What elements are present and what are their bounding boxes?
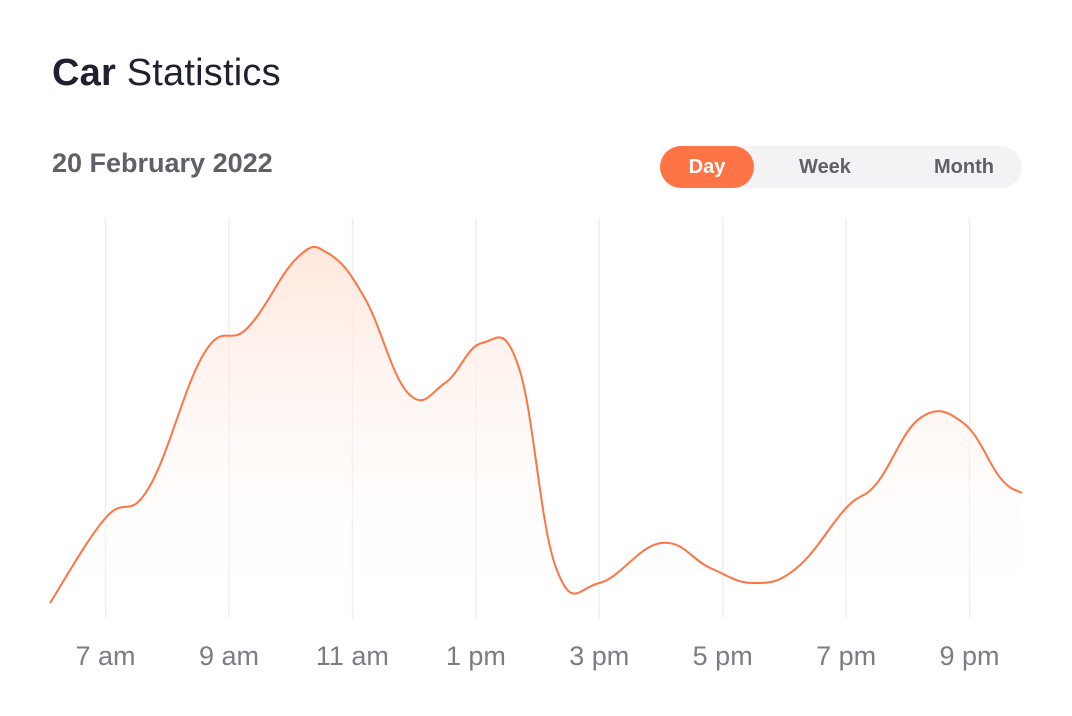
x-tick-label: 1 pm [446, 641, 506, 671]
tab-week[interactable]: Week [799, 156, 851, 178]
period-toggle: Day Week Month [660, 146, 1022, 188]
page-title: Car Statistics [52, 52, 281, 95]
date-label: 20 February 2022 [52, 148, 273, 178]
x-tick-label: 3 pm [569, 641, 629, 671]
title-bold: Car [52, 52, 116, 94]
tab-day[interactable]: Day [660, 146, 754, 188]
x-tick-label: 7 pm [816, 641, 876, 671]
series-line [49, 245, 1023, 604]
x-tick-label: 9 pm [940, 641, 1000, 671]
x-tick-label: 11 am [316, 641, 389, 671]
title-regular: Statistics [126, 52, 281, 94]
x-tick-label: 9 am [199, 641, 259, 671]
x-tick-label: 7 am [76, 641, 136, 671]
x-tick-label: 5 pm [693, 641, 753, 671]
tab-month[interactable]: Month [934, 156, 994, 178]
series-area [50, 246, 1022, 618]
x-axis-ticks: 7 am 9 am 11 am 1 pm 3 pm 5 pm 7 pm 9 pm [76, 641, 1000, 671]
